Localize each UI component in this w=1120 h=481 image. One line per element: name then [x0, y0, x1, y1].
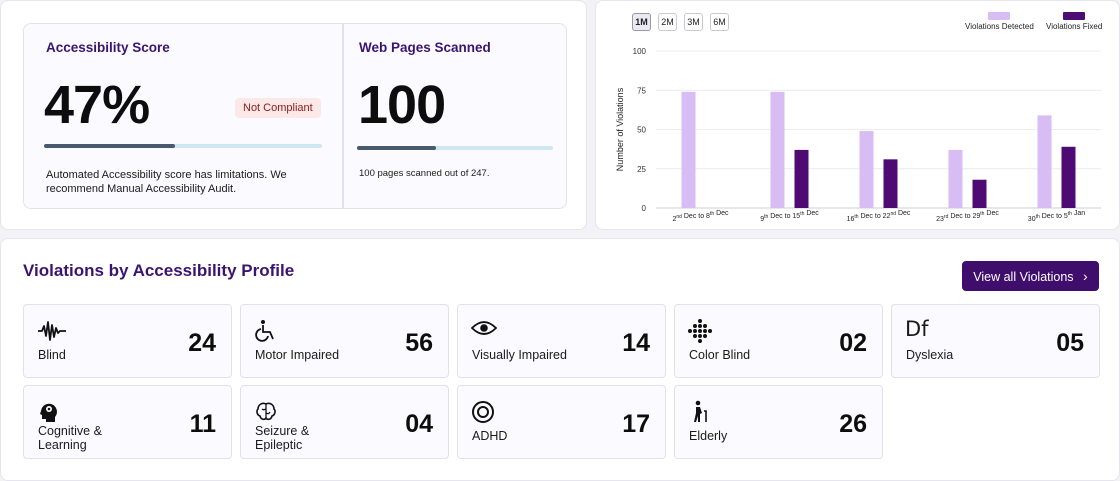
- bar-detected-0: [681, 91, 696, 208]
- color-dots-icon: [688, 319, 718, 345]
- violations-bar-chart: 0 25 50 75 100 Number of Violations 2nd Dec to…: [615, 47, 1101, 223]
- profile-tile-seizure[interactable]: Seizure & Epileptic 04: [240, 385, 449, 459]
- legend-swatch-fixed: [1063, 12, 1086, 20]
- legend-violations-detected: Violations Detected: [965, 12, 1034, 31]
- profile-tile-label: Seizure & Epileptic: [255, 424, 310, 452]
- score-panel: Accessibility Score 47% Not Compliant Au…: [0, 0, 587, 230]
- bar-fixed-3: [972, 179, 987, 208]
- y-tick-label-75: 75: [637, 86, 646, 95]
- x-tick-label-1: 9th Dec to 15th Dec: [760, 210, 819, 223]
- web-pages-scanned-value: 100: [358, 75, 446, 135]
- range-button-6m[interactable]: 6M: [710, 13, 729, 31]
- profile-tile-label: Dyslexia: [906, 348, 954, 362]
- profile-tile-label: Visually Impaired: [472, 348, 567, 362]
- profile-tile-visually-impaired[interactable]: Visually Impaired 14: [457, 304, 666, 378]
- accessibility-score-title: Accessibility Score: [46, 40, 170, 55]
- accessibility-score-note-line2: recommend Manual Accessibility Audit.: [46, 183, 237, 195]
- accessibility-score-progress: [44, 144, 322, 148]
- web-pages-scanned-card: Web Pages Scanned 100 100 pages scanned …: [343, 23, 567, 209]
- bar-fixed-4: [1061, 146, 1076, 208]
- profile-tile-count: 56: [405, 329, 433, 357]
- profile-tile-label: Elderly: [689, 429, 728, 443]
- profile-tile-count: 11: [189, 410, 216, 438]
- sound-wave-icon: [37, 319, 67, 345]
- legend-swatch-detected: [988, 12, 1011, 20]
- accessibility-score-note: Automated Accessibility score has limita…: [46, 168, 287, 196]
- y-axis-label: Number of Violations: [615, 87, 625, 171]
- chevron-right-icon: ›: [1083, 268, 1088, 284]
- profile-panel: Violations by Accessibility Profile View…: [0, 238, 1120, 481]
- x-tick-label-0: 2nd Dec to 8th Dec: [672, 210, 729, 223]
- bar-detected-2: [859, 131, 874, 208]
- bar-detected-4: [1037, 115, 1052, 208]
- profile-tile-count: 26: [839, 410, 867, 438]
- violations-chart-panel: 1M 2M 3M 6M Violations Detected Violations …: [595, 0, 1120, 230]
- elderly-person-icon: [688, 400, 718, 426]
- range-button-3m[interactable]: 3M: [684, 13, 703, 31]
- not-compliant-badge: Not Compliant: [235, 98, 321, 118]
- profile-tile-count: 04: [405, 410, 433, 438]
- profile-tile-label: Color Blind: [689, 348, 751, 362]
- brain-icon: [254, 400, 284, 426]
- bar-detected-3: [948, 149, 963, 208]
- web-pages-scanned-title: Web Pages Scanned: [359, 40, 491, 55]
- accessibility-score-note-line1: Automated Accessibility score has limita…: [46, 169, 287, 181]
- profile-tile-label: Motor Impaired: [255, 348, 340, 362]
- brain-head-icon: [37, 400, 67, 426]
- bar-fixed-1: [794, 149, 809, 208]
- y-tick-label-0: 0: [642, 204, 647, 213]
- x-tick-label-4: 30th Dec to 5th Jan: [1028, 210, 1086, 223]
- profile-tile-count: 05: [1056, 329, 1084, 357]
- profile-tile-cognitive[interactable]: Cognitive & Learning 11: [23, 385, 232, 459]
- profile-tile-label: Cognitive & Learning: [38, 424, 102, 452]
- y-tick-label-50: 50: [637, 126, 646, 135]
- legend-label-fixed: Violations Fixed: [1046, 22, 1103, 31]
- profile-tile-motor-impaired[interactable]: Motor Impaired 56: [240, 304, 449, 378]
- accessibility-score-value: 47%: [44, 75, 150, 135]
- y-tick-label-100: 100: [633, 47, 647, 56]
- range-button-1m[interactable]: 1M: [632, 13, 651, 31]
- profile-tile-count: 24: [188, 329, 216, 357]
- profile-section-title: Violations by Accessibility Profile: [23, 261, 295, 280]
- accessibility-score-progress-fill: [44, 144, 175, 148]
- profile-tile-adhd[interactable]: ADHD 17: [457, 385, 666, 459]
- profile-tile-count: 14: [622, 329, 650, 357]
- view-all-violations-button[interactable]: View all Violations ›: [962, 261, 1099, 291]
- y-tick-label-25: 25: [637, 165, 646, 174]
- profile-tile-label: ADHD: [472, 429, 508, 443]
- profile-tile-dyslexia[interactable]: Df Dyslexia 05: [891, 304, 1100, 378]
- profile-tile-label: Blind: [38, 348, 66, 362]
- profile-tile-count: 17: [622, 410, 650, 438]
- bar-detected-1: [770, 91, 785, 208]
- wheelchair-icon: [254, 319, 284, 345]
- x-tick-label-2: 16th Dec to 22nd Dec: [847, 210, 911, 223]
- legend-violations-fixed: Violations Fixed: [1046, 12, 1102, 31]
- eye-icon: [470, 319, 501, 345]
- profile-tile-count: 02: [839, 329, 867, 357]
- x-tick-label-3: 23rd Dec to 29th Dec: [936, 210, 999, 223]
- web-pages-scanned-note: 100 pages scanned out of 247.: [359, 168, 490, 179]
- profile-tile-blind[interactable]: Blind 24: [23, 304, 232, 378]
- bar-fixed-2: [883, 159, 898, 208]
- web-pages-progress: [357, 146, 553, 150]
- target-icon: [471, 400, 501, 426]
- profile-tile-elderly[interactable]: Elderly 26: [674, 385, 883, 459]
- legend-label-detected: Violations Detected: [965, 22, 1034, 31]
- web-pages-progress-fill: [357, 146, 437, 150]
- profile-tile-color-blind[interactable]: Color Blind 02: [674, 304, 883, 378]
- view-all-violations-label: View all Violations: [973, 270, 1074, 284]
- dyslexia-df-icon: Df: [905, 317, 929, 341]
- range-button-2m[interactable]: 2M: [658, 13, 677, 31]
- accessibility-score-card: Accessibility Score 47% Not Compliant Au…: [23, 23, 343, 209]
